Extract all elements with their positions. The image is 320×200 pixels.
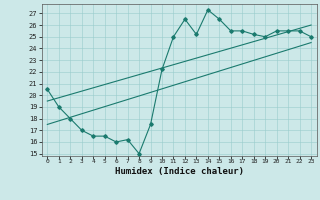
X-axis label: Humidex (Indice chaleur): Humidex (Indice chaleur) xyxy=(115,167,244,176)
